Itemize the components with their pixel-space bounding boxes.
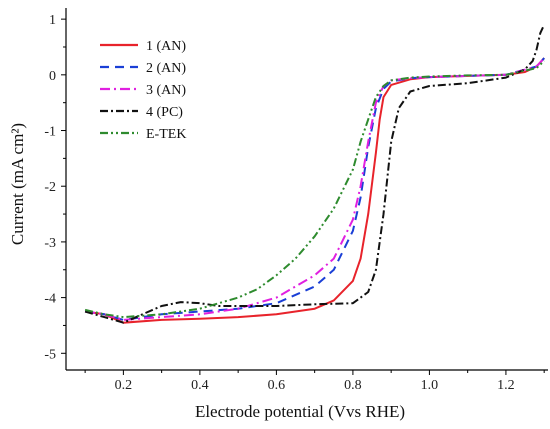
legend-label-1: 1 (AN): [146, 39, 186, 54]
y-tick-label: -1: [44, 125, 56, 140]
x-tick-label: 0.8: [344, 378, 362, 393]
y-tick-label: 1: [49, 13, 56, 28]
legend-label-3: 3 (AN): [146, 83, 186, 98]
x-tick-label: 1.2: [497, 378, 515, 393]
legend-label-4: 4 (PC): [146, 105, 183, 120]
legend-label-2: 2 (AN): [146, 61, 186, 76]
y-tick-label: -3: [44, 236, 56, 251]
legend: 1 (AN) 2 (AN) 3 (AN) 4 (PC) E-TEK: [100, 39, 186, 142]
x-tick-label: 1.0: [421, 378, 439, 393]
plot-area: [84, 24, 546, 324]
x-tick-label: 0.2: [115, 378, 133, 393]
legend-label-5: E-TEK: [146, 127, 186, 142]
y-tick-label: -5: [44, 347, 56, 362]
series-line-5: [84, 60, 545, 319]
x-tick-label: 0.4: [191, 378, 209, 393]
x-axis-title: Electrode potential (Vvs RHE): [195, 402, 405, 421]
y-axis-title: Current (mA cm²): [8, 123, 27, 245]
y-tick-label: -4: [44, 292, 56, 307]
x-tick-label: 0.6: [268, 378, 286, 393]
y-tick-label: 0: [49, 69, 56, 84]
series-line-3: [84, 57, 545, 321]
y-tick-label: -2: [44, 180, 56, 195]
axes: 0.2 0.4 0.6 0.8 1.0 1.2 1 0 -1 -2 -3 -4 -5: [44, 8, 548, 393]
